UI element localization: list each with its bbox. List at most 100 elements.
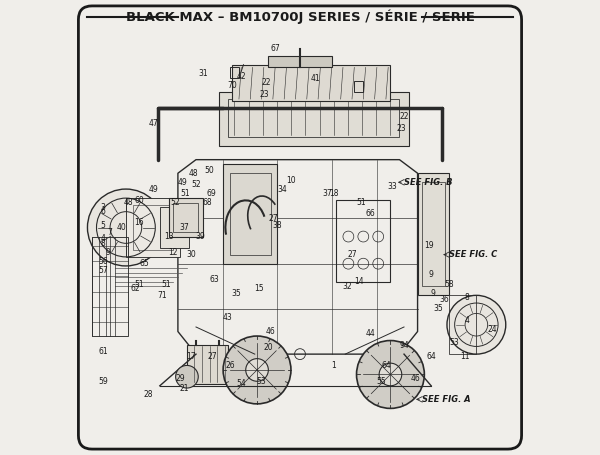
Circle shape	[379, 363, 402, 386]
Text: 6: 6	[101, 207, 106, 216]
Text: 48: 48	[124, 198, 133, 207]
Bar	[268, 56, 332, 67]
Bar	[126, 198, 180, 257]
Text: 28: 28	[144, 390, 153, 399]
Text: 27: 27	[268, 214, 278, 223]
Text: 27: 27	[207, 352, 217, 361]
Text: 15: 15	[254, 284, 264, 293]
Text: 11: 11	[460, 352, 470, 361]
Text: 7: 7	[107, 228, 113, 237]
Text: 52: 52	[191, 180, 201, 189]
Circle shape	[223, 336, 291, 404]
Text: 59: 59	[98, 377, 108, 386]
Text: 61: 61	[98, 347, 108, 356]
Text: 69: 69	[207, 189, 217, 198]
Text: 8: 8	[465, 293, 470, 302]
Text: SEE FIG. A: SEE FIG. A	[422, 395, 471, 404]
Text: 44: 44	[365, 329, 375, 338]
Circle shape	[356, 340, 424, 409]
Circle shape	[88, 189, 164, 266]
Text: 18: 18	[329, 189, 338, 198]
Text: 67: 67	[270, 45, 280, 53]
Text: SEE FIG. C: SEE FIG. C	[449, 250, 497, 259]
Text: 9: 9	[106, 248, 110, 257]
Text: 24: 24	[487, 325, 497, 334]
Text: 53: 53	[449, 339, 458, 347]
Bar	[92, 237, 128, 336]
Text: 68: 68	[202, 198, 212, 207]
Bar	[418, 173, 449, 295]
Bar	[232, 65, 391, 101]
Text: 8: 8	[101, 239, 106, 248]
Text: 51: 51	[180, 189, 190, 198]
Text: 16: 16	[134, 218, 144, 228]
Text: 5: 5	[101, 221, 106, 230]
Text: 29: 29	[175, 374, 185, 384]
Text: 52: 52	[171, 198, 181, 207]
Bar	[354, 81, 364, 92]
Text: 64: 64	[381, 361, 391, 370]
Text: 12: 12	[169, 248, 178, 257]
Text: 54: 54	[236, 379, 246, 388]
Text: 27: 27	[347, 250, 357, 259]
Text: 26: 26	[225, 361, 235, 370]
Text: 43: 43	[223, 313, 233, 323]
Text: 63: 63	[209, 275, 219, 284]
Circle shape	[176, 365, 198, 388]
Bar	[187, 345, 227, 384]
Text: SEE FIG. B: SEE FIG. B	[404, 178, 452, 187]
Text: 19: 19	[424, 241, 434, 250]
Bar	[336, 200, 391, 282]
Text: 57: 57	[98, 266, 108, 275]
Text: 30: 30	[187, 250, 196, 259]
Circle shape	[447, 295, 506, 354]
Text: 48: 48	[189, 169, 199, 178]
Text: 60: 60	[134, 196, 145, 205]
Bar	[218, 92, 409, 146]
Text: 35: 35	[433, 304, 443, 313]
FancyBboxPatch shape	[79, 6, 521, 449]
Text: 36: 36	[440, 295, 449, 304]
Bar	[169, 198, 203, 237]
Bar	[160, 207, 189, 248]
Text: 49: 49	[178, 178, 187, 187]
Text: 14: 14	[354, 277, 364, 286]
Text: 10: 10	[286, 176, 296, 185]
Text: 64: 64	[426, 352, 436, 361]
Text: 33: 33	[388, 182, 398, 191]
Text: 47: 47	[148, 119, 158, 128]
Text: 9: 9	[429, 270, 434, 279]
Circle shape	[246, 359, 268, 381]
Text: 55: 55	[377, 377, 386, 386]
Text: 94: 94	[399, 341, 409, 349]
Text: BLACK MAX – BM10700J SERIES / SÉRIE / SERIE: BLACK MAX – BM10700J SERIES / SÉRIE / SE…	[125, 10, 475, 25]
Bar	[227, 99, 400, 137]
Text: 34: 34	[277, 185, 287, 193]
Text: 65: 65	[139, 259, 149, 268]
Text: 20: 20	[263, 343, 273, 352]
Bar	[173, 202, 198, 232]
Text: 9: 9	[431, 288, 436, 298]
Text: 58: 58	[445, 279, 454, 288]
Text: 70: 70	[227, 81, 237, 90]
Text: 51: 51	[134, 279, 144, 288]
Text: 13: 13	[164, 232, 173, 241]
Text: 35: 35	[232, 288, 242, 298]
Text: 46: 46	[266, 327, 275, 336]
Text: 37: 37	[180, 223, 190, 232]
Text: 22: 22	[399, 112, 409, 121]
Text: 21: 21	[180, 384, 190, 393]
Text: 17: 17	[187, 352, 196, 361]
Text: 51: 51	[356, 198, 366, 207]
Text: 38: 38	[272, 221, 282, 230]
Text: 66: 66	[365, 209, 375, 218]
Bar	[223, 164, 277, 264]
Text: 40: 40	[116, 223, 126, 232]
Text: 39: 39	[196, 232, 205, 241]
Text: 46: 46	[410, 374, 420, 384]
Text: 62: 62	[130, 284, 140, 293]
Text: 4: 4	[465, 316, 470, 325]
Text: 42: 42	[236, 71, 246, 81]
Text: 71: 71	[157, 291, 167, 300]
Text: 53: 53	[257, 377, 266, 386]
